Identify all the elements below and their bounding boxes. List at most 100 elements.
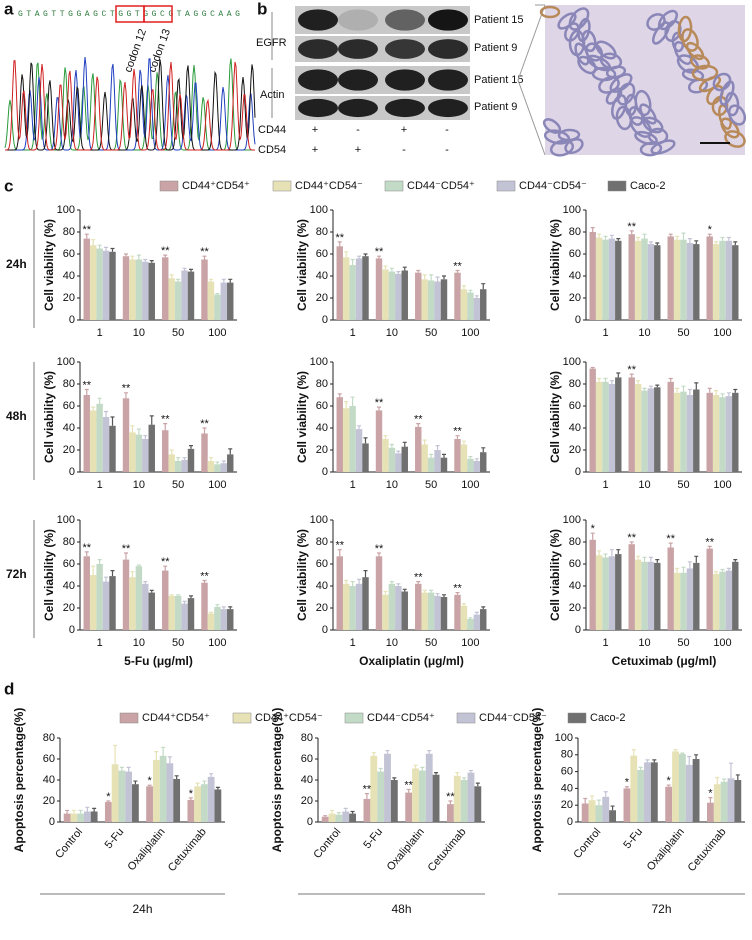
bar <box>581 803 589 822</box>
y-tick-label: 0 <box>575 466 581 478</box>
bar <box>90 811 98 822</box>
error-bar <box>648 241 653 245</box>
error-bar <box>221 606 226 610</box>
error-bar <box>462 777 467 780</box>
x-tick-label: 1 <box>97 637 103 649</box>
blot-band <box>385 98 425 118</box>
significance-label: ** <box>161 414 170 426</box>
error-bar <box>163 423 168 431</box>
significance-label: ** <box>161 245 170 257</box>
error-bar <box>176 594 181 596</box>
bar <box>727 778 735 822</box>
bar <box>589 539 596 630</box>
bar <box>693 389 700 472</box>
error-bar <box>350 810 355 814</box>
bar <box>415 272 422 320</box>
x-tick-label: 5-Fu <box>361 826 385 851</box>
bar <box>132 784 139 822</box>
legend-swatch <box>344 712 364 724</box>
gland <box>539 5 561 19</box>
bar <box>719 240 726 320</box>
bar <box>608 238 616 320</box>
x-tick-label: 10 <box>133 327 145 339</box>
bar <box>129 577 136 630</box>
error-bar <box>708 797 713 803</box>
x-axis-label: Cetuximab (μg/ml) <box>612 654 717 668</box>
error-bar <box>694 240 699 245</box>
error-bar <box>609 234 614 239</box>
gland <box>542 118 562 134</box>
gland <box>611 94 627 120</box>
gland <box>691 64 719 82</box>
y-tick-label: 40 <box>561 782 573 794</box>
panel-label: c <box>4 176 13 195</box>
gland <box>568 7 590 31</box>
bar <box>370 755 378 822</box>
error-bar <box>714 390 719 395</box>
y-tick-label: 20 <box>301 795 313 807</box>
error-bar <box>392 777 397 780</box>
bar <box>447 804 454 822</box>
bar <box>434 450 441 472</box>
gland <box>581 29 597 53</box>
y-tick-label: 20 <box>63 602 75 614</box>
error-bar <box>174 775 179 779</box>
error-bar <box>357 255 362 259</box>
error-bar <box>616 372 621 378</box>
legend-label: CD44⁺CD54⁻ <box>255 712 323 724</box>
error-bar <box>629 230 634 235</box>
error-bar <box>208 457 213 461</box>
bar <box>207 613 215 630</box>
bar <box>418 770 426 822</box>
error-bar <box>371 752 376 756</box>
bar <box>342 811 350 822</box>
error-bar <box>176 278 181 282</box>
error-bar <box>420 766 425 771</box>
row-label: 48h <box>6 409 27 423</box>
y-tick-label: 0 <box>49 816 55 828</box>
error-bar <box>91 239 96 246</box>
bar <box>460 780 468 822</box>
bar <box>686 243 694 320</box>
x-tick-label: 50 <box>677 479 689 491</box>
y-tick-label: 0 <box>69 314 75 326</box>
x-tick-label: 100 <box>713 637 731 649</box>
error-bar <box>707 387 712 393</box>
error-bar <box>655 242 660 246</box>
error-bar <box>202 780 207 785</box>
error-bar <box>363 437 368 444</box>
x-tick-label: 10 <box>386 479 398 491</box>
bar <box>480 452 487 472</box>
error-bar <box>149 589 154 593</box>
x-tick-label: 1 <box>97 327 103 339</box>
significance-label: ** <box>414 414 423 426</box>
bar <box>713 784 721 822</box>
error-bar <box>161 746 166 756</box>
error-bar <box>383 435 388 439</box>
x-tick-label: Cetuximab <box>166 826 209 874</box>
y-tick-label: 60 <box>316 400 328 412</box>
bar <box>336 556 343 630</box>
y-axis-label: Apoptosis percentage(%) <box>270 708 284 853</box>
marker-sign: + <box>355 144 361 156</box>
error-bar <box>441 594 446 597</box>
bar <box>220 463 228 472</box>
error-bar <box>680 752 685 754</box>
legend-label: CD44⁺CD54⁻ <box>295 180 363 192</box>
y-tick-label: 60 <box>316 248 328 260</box>
error-bar <box>603 791 608 797</box>
bar <box>401 591 408 630</box>
significance-label: ** <box>122 383 131 395</box>
y-tick-label: 80 <box>569 226 581 238</box>
y-tick-label: 0 <box>567 816 573 828</box>
bar <box>342 583 350 630</box>
error-bar <box>130 425 135 433</box>
error-bar <box>84 551 89 557</box>
error-bar <box>422 274 427 280</box>
x-tick-label: 50 <box>677 327 689 339</box>
error-bar <box>124 392 129 399</box>
bar <box>168 278 175 320</box>
bar <box>641 390 648 472</box>
bar <box>109 425 116 472</box>
error-bar <box>624 786 629 789</box>
